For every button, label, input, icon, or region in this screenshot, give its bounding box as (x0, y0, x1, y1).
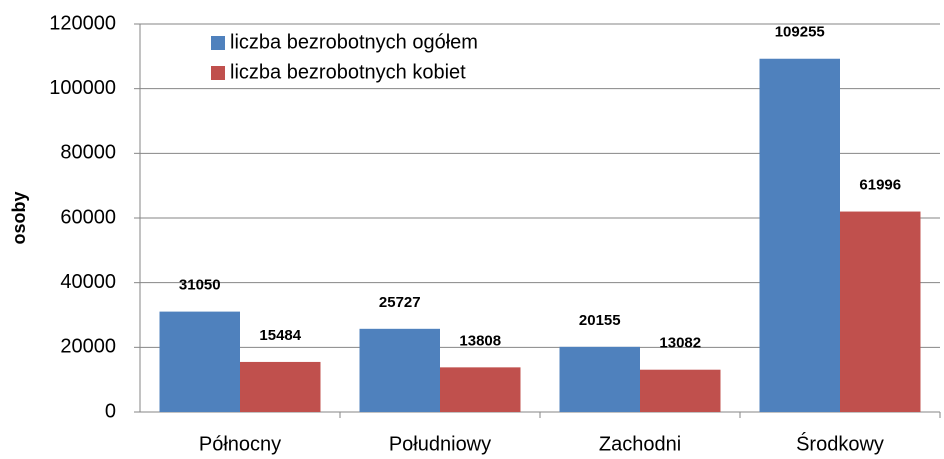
y-tick-label: 80000 (60, 142, 116, 164)
y-tick-label: 60000 (60, 206, 116, 228)
y-tick-label: 40000 (60, 271, 116, 293)
x-tick-label: Środkowy (796, 431, 884, 455)
bar (159, 311, 240, 412)
bar (559, 346, 640, 412)
data-label: 20155 (579, 312, 621, 329)
y-tick-label: 120000 (49, 12, 116, 34)
y-tick-label: 100000 (49, 77, 116, 99)
y-axis-label: osoby (9, 191, 29, 244)
data-label: 109255 (775, 24, 825, 41)
bar (359, 328, 440, 412)
bar (440, 367, 521, 412)
legend-swatch (211, 66, 225, 80)
data-label: 13808 (459, 332, 501, 349)
bar (640, 369, 721, 412)
data-label: 25727 (379, 294, 421, 311)
x-tick-label: Zachodni (599, 433, 681, 455)
legend-label: liczba bezrobotnych kobiet (230, 61, 466, 83)
y-tick-label: 20000 (60, 336, 116, 358)
bar (759, 58, 840, 413)
x-tick-label: Południowy (389, 433, 491, 455)
bar (840, 211, 921, 412)
x-tick-label: Północny (199, 433, 281, 455)
y-tick-label: 0 (105, 400, 116, 422)
data-label: 61996 (859, 177, 901, 194)
legend-label: liczba bezrobotnych ogółem (230, 31, 478, 53)
data-label: 31050 (179, 277, 221, 294)
legend-swatch (211, 36, 225, 50)
data-label: 13082 (659, 335, 701, 352)
bar (240, 361, 321, 412)
data-label: 15484 (259, 327, 301, 344)
